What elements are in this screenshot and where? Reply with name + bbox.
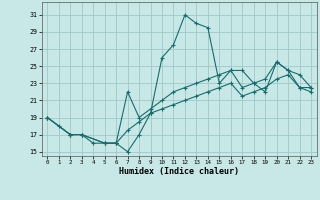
X-axis label: Humidex (Indice chaleur): Humidex (Indice chaleur) (119, 167, 239, 176)
